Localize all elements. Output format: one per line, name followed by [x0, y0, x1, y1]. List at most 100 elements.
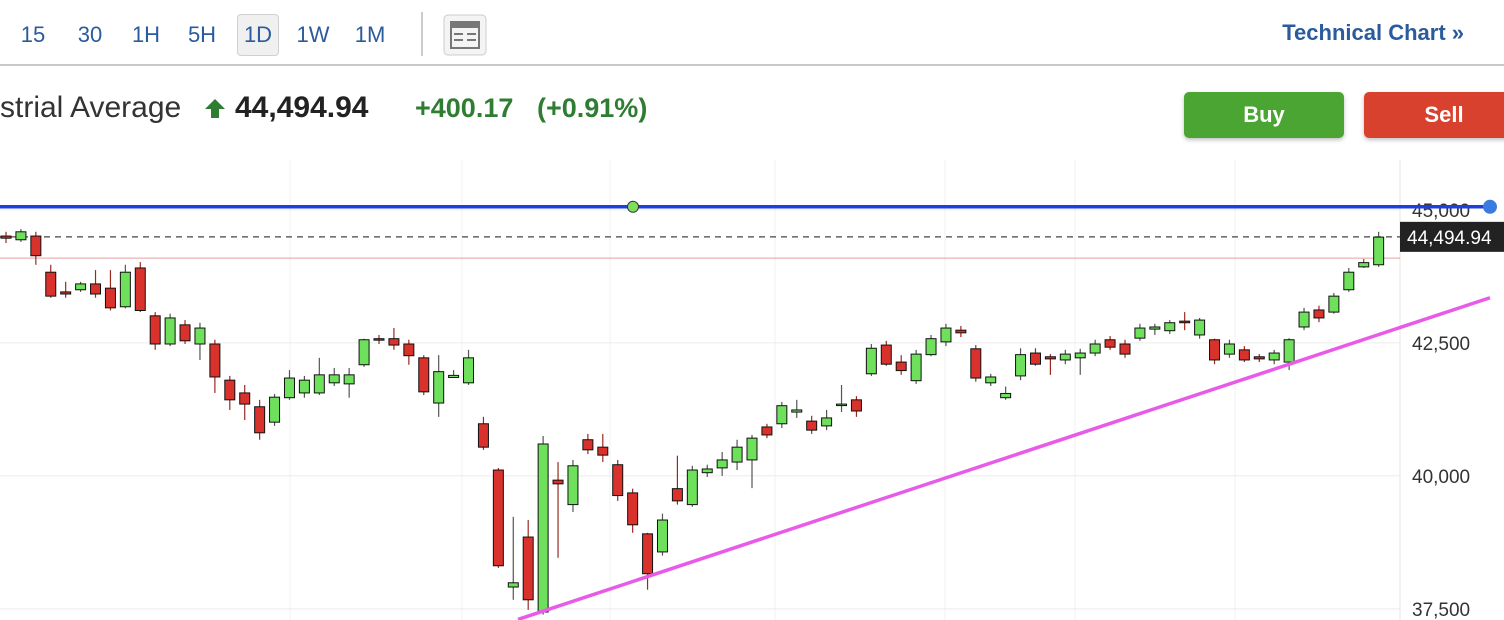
candle-body — [134, 267, 146, 311]
interval-button[interactable]: 1W — [296, 22, 330, 47]
candle-body — [1104, 339, 1116, 348]
separator — [421, 12, 423, 56]
candle-body — [343, 374, 355, 385]
candle-body — [1164, 322, 1176, 332]
candle-body — [791, 409, 803, 413]
candle-body — [477, 423, 489, 448]
candle-body — [358, 339, 370, 366]
candle-body — [776, 405, 788, 425]
candle-body — [90, 283, 102, 295]
candle-body — [597, 446, 609, 456]
interval-button[interactable]: 15 — [20, 22, 46, 47]
candle-body — [30, 235, 42, 257]
candle-body — [1238, 349, 1250, 361]
layout-icon[interactable] — [443, 14, 487, 56]
buy-button[interactable]: Buy — [1184, 92, 1344, 138]
quote-change: +400.17 — [415, 93, 514, 123]
chart: 37,500 40,000 42,500 45,000 44,494.94 — [0, 160, 1504, 620]
candle-body — [1268, 352, 1280, 361]
candle-body — [507, 582, 519, 588]
toolbar: 15 30 1H 5H 1D 1W 1M Technical Chart » — [0, 0, 1504, 66]
interval-button[interactable]: 1M — [354, 22, 386, 47]
candle-body — [1119, 343, 1131, 355]
up-arrow — [205, 99, 225, 118]
quote-name: strial Average — [0, 91, 182, 124]
candle-body — [149, 315, 161, 345]
interval-button[interactable]: 1H — [131, 22, 161, 47]
candle-body — [1000, 392, 1012, 399]
candle-body — [955, 329, 967, 334]
interval-button[interactable]: 30 — [77, 22, 103, 47]
y-tick-label: 37,500 — [1412, 600, 1470, 620]
interval-button[interactable]: 5H — [187, 22, 217, 47]
candle-body — [1343, 271, 1355, 291]
candle-body — [60, 291, 72, 295]
candle-body — [1089, 343, 1101, 354]
candle-body — [433, 371, 445, 404]
candle-body — [1134, 327, 1146, 339]
candle-body — [1179, 320, 1191, 324]
candle-body — [1313, 309, 1325, 319]
candle-body — [1059, 353, 1071, 361]
y-tick-label: 40,000 — [1412, 467, 1470, 488]
candle-body — [1149, 326, 1161, 330]
candle-body — [821, 417, 833, 427]
candle-body — [1194, 319, 1206, 336]
sell-button[interactable]: Sell — [1364, 92, 1504, 138]
candle-body — [0, 235, 12, 239]
candle-body — [656, 519, 668, 553]
candle-body — [865, 347, 877, 375]
candle-body — [1074, 352, 1086, 359]
candle-body — [671, 488, 683, 502]
candle-body — [45, 271, 57, 297]
trend-line — [517, 296, 1491, 620]
candle-body — [224, 379, 236, 401]
candle-body — [910, 353, 922, 382]
candle-body — [627, 492, 639, 526]
candle-body — [716, 459, 728, 469]
candle-body — [537, 443, 549, 613]
candle-body — [209, 343, 221, 378]
candle-body — [75, 283, 87, 291]
candle-body — [761, 426, 773, 436]
last-price-label: 44,494.94 — [1407, 228, 1492, 249]
technical-chart-link[interactable]: Technical Chart » — [1282, 20, 1464, 45]
candle-body — [970, 348, 982, 379]
candle-body — [642, 533, 654, 575]
candle-body — [448, 374, 460, 379]
candle-body — [1029, 352, 1041, 365]
candle-body — [254, 406, 266, 434]
y-tick-label: 42,500 — [1412, 334, 1470, 355]
candle-body — [313, 374, 325, 394]
candle-body — [850, 399, 862, 412]
candle-body — [746, 437, 758, 461]
candle-body — [388, 338, 400, 346]
candle-body — [1298, 311, 1310, 328]
candle-body — [269, 396, 281, 423]
candle-body — [418, 357, 430, 393]
candle-body — [239, 392, 251, 405]
candle-body — [1209, 339, 1221, 361]
candle-body — [1044, 356, 1056, 360]
candle-body — [940, 327, 952, 343]
candle-body — [985, 376, 997, 384]
candle-body — [701, 468, 713, 474]
line-handle — [1483, 199, 1497, 214]
quote-price: 44,494.94 — [235, 91, 369, 124]
candle-body — [104, 287, 116, 309]
candle-body — [15, 231, 27, 241]
date-grid — [289, 160, 1236, 620]
candle-body — [1283, 339, 1295, 363]
candle-body — [836, 403, 848, 407]
candle-body — [567, 465, 579, 506]
quote-change-pct: (+0.91%) — [537, 93, 648, 123]
interval-button[interactable]: 1D — [237, 14, 279, 56]
candle-body — [612, 464, 624, 497]
candle-body — [492, 469, 504, 567]
candle-body — [1223, 343, 1235, 355]
candle-body — [895, 361, 907, 372]
y-tick-label: 45,000 — [1412, 201, 1470, 222]
candle-body — [194, 327, 206, 345]
candle-body — [686, 469, 698, 506]
